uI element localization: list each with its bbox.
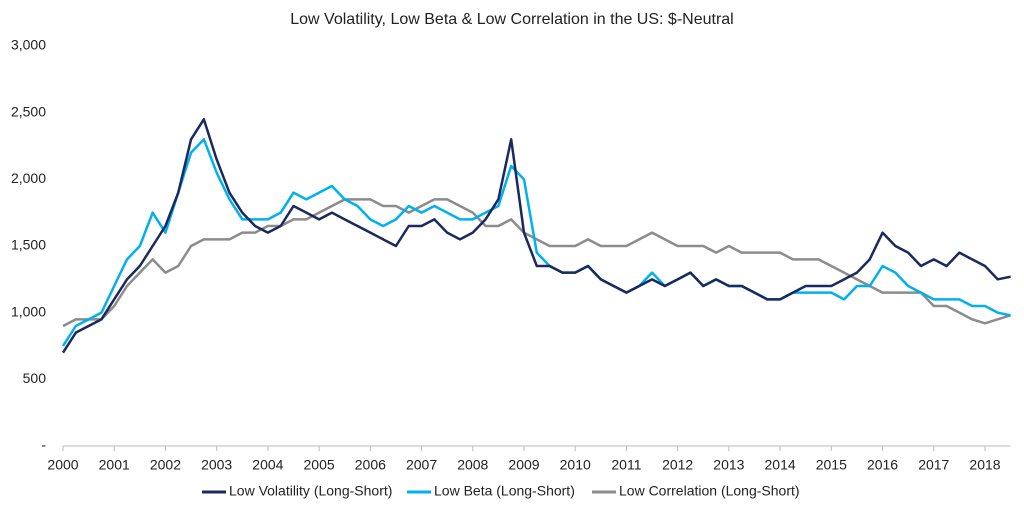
- y-tick-label: 2,000: [11, 170, 46, 186]
- y-tick-label: -: [41, 437, 46, 453]
- x-tick-label: 2013: [713, 457, 744, 473]
- y-tick-label: 3,000: [11, 37, 46, 53]
- x-tick-label: 2006: [355, 457, 386, 473]
- x-tick-label: 2011: [611, 457, 641, 473]
- legend-label: Low Correlation (Long-Short): [619, 483, 800, 499]
- series-line: [61, 138, 1011, 347]
- y-tick-label: 2,500: [11, 103, 46, 119]
- x-tick-label: 2016: [867, 457, 898, 473]
- series-line: [61, 118, 1011, 354]
- x-tick-label: 2000: [47, 457, 78, 473]
- y-tick-label: 1,000: [11, 303, 46, 319]
- x-tick-label: 2007: [406, 457, 437, 473]
- x-tick-label: 2018: [969, 457, 1000, 473]
- y-tick-label: 500: [23, 370, 47, 386]
- x-tick-label: 2010: [560, 457, 591, 473]
- legend-label: Low Volatility (Long-Short): [229, 483, 392, 499]
- x-tick-label: 2002: [150, 457, 181, 473]
- y-tick-label: 1,500: [11, 237, 46, 253]
- x-tick-label: 2012: [662, 457, 693, 473]
- x-tick-label: 2003: [201, 457, 232, 473]
- x-tick-label: 2014: [765, 457, 796, 473]
- x-tick-label: 2015: [816, 457, 847, 473]
- x-tick-label: 2004: [252, 457, 283, 473]
- x-tick-label: 2001: [99, 457, 130, 473]
- x-tick-label: 2005: [304, 457, 335, 473]
- x-tick-label: 2009: [508, 457, 539, 473]
- chart-title: Low Volatility, Low Beta & Low Correlati…: [290, 11, 733, 28]
- legend-label: Low Beta (Long-Short): [434, 483, 575, 499]
- x-tick-label: 2008: [457, 457, 488, 473]
- series-line: [62, 198, 1011, 328]
- x-tick-label: 2017: [918, 457, 949, 473]
